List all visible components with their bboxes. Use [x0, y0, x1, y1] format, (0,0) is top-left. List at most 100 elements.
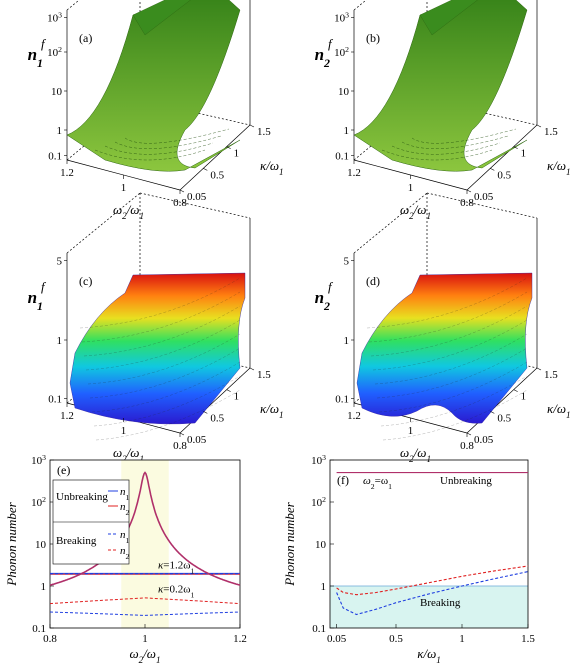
z-tick-label: 1: [344, 125, 350, 137]
y-tick-label: 0.1: [312, 623, 326, 635]
y-tick-label: 1: [321, 581, 327, 593]
x-axis-label: ω2/ω1: [400, 445, 431, 464]
z-axis-label-sup: f: [41, 279, 47, 294]
panel-label: (c): [79, 274, 92, 288]
x-tick-label: 0.8: [43, 633, 57, 645]
y-tick-label: 0.5: [210, 412, 224, 424]
series-line-n1_breaking: [336, 571, 529, 616]
x-axis-label: ω2/ω1: [113, 445, 144, 464]
unbreaking-label: Unbreaking: [440, 475, 492, 487]
y-tick-mark: [536, 367, 542, 371]
z-tick-label: 103: [334, 10, 349, 25]
y-tick-label: 0.05: [474, 191, 494, 203]
x-tick-label: 0.8: [173, 197, 187, 209]
y-tick-label: 0.1: [32, 623, 46, 635]
y-axis-label: Phonon number: [4, 501, 19, 586]
z-tick-label: 103: [47, 10, 62, 25]
surface-mesh: [356, 272, 533, 424]
y-tick-mark: [179, 189, 185, 193]
x-tick-label: 0.8: [460, 440, 474, 452]
surface-mesh: [66, 0, 241, 172]
z-tick-label: 0.1: [48, 151, 62, 163]
z-tick-label: 10: [51, 86, 63, 98]
surface-contour: [79, 277, 241, 329]
x-tick-label: 0.5: [389, 633, 403, 645]
z-axis-label-sup: f: [328, 36, 334, 51]
axis-frame-line: [353, 192, 428, 254]
legend-group-breaking: Breaking: [56, 535, 97, 547]
series-line-n2_breaking: [336, 565, 529, 596]
surface-contour: [124, 128, 230, 144]
surface-panel-1: 1031021010.1n2f1.210.8ω2/ω10.050.511.5κ/…: [315, 0, 571, 221]
series-line: [49, 597, 241, 605]
z-axis-label-sup: f: [328, 279, 334, 294]
surface-mesh: [69, 272, 246, 425]
breaking-label: Breaking: [420, 597, 461, 609]
surface-mesh: [353, 0, 528, 172]
z-tick-label: 102: [334, 45, 349, 60]
panel-label: (d): [366, 274, 380, 288]
y-tick-label: 1: [41, 581, 47, 593]
y-axis-label: κ/ω1: [260, 401, 284, 420]
x-tick-label: 1: [408, 182, 414, 194]
panel-label: (f): [337, 473, 349, 487]
z-tick-label: 0.1: [335, 151, 349, 163]
breaking-region: [330, 586, 528, 628]
z-tick-label: 0.1: [48, 394, 62, 406]
z-tick-label: 1: [57, 335, 63, 347]
y-tick-mark: [466, 432, 472, 436]
y-tick-mark: [513, 389, 518, 392]
z-tick-label: 1: [57, 125, 63, 137]
x-tick-label: 1.2: [60, 167, 74, 179]
y-tick-mark: [536, 124, 542, 128]
surface-contour: [114, 135, 222, 149]
axis-frame-line: [426, 192, 538, 219]
surface-contour: [368, 291, 528, 343]
y-tick-label: 0.05: [474, 434, 494, 446]
z-axis-label: n2: [315, 45, 330, 70]
y-tick-label: 0.5: [497, 169, 511, 181]
x-tick-label: 1: [408, 425, 414, 437]
surface-contour: [374, 333, 528, 385]
x-tick-label: 1.5: [521, 633, 535, 645]
x-tick-label: 1: [121, 425, 127, 437]
x-axis-label: κ/ω1: [417, 646, 441, 663]
y-tick-label: 1.5: [544, 369, 558, 381]
panel-label: (b): [366, 31, 380, 45]
y-tick-label: 1.5: [544, 126, 558, 138]
z-axis-label: n1: [28, 45, 43, 70]
legend-group-unbreaking: Unbreaking: [56, 491, 108, 503]
x-axis-label: ω2/ω1: [129, 646, 160, 663]
z-tick-label: 5: [57, 256, 63, 268]
y-tick-mark: [226, 389, 231, 392]
y-tick-mark: [490, 411, 495, 414]
surface-panel-0: 1031021010.1n1f1.210.8ω2/ω10.050.511.5κ/…: [28, 0, 284, 221]
y-tick-label: 1: [234, 391, 240, 403]
y-tick-label: 0.05: [187, 191, 207, 203]
surface-contour: [87, 333, 241, 385]
y-tick-label: 0.5: [497, 412, 511, 424]
y-axis-label: κ/ω1: [260, 158, 284, 177]
surface-contour: [89, 347, 241, 399]
z-tick-label: 10: [338, 86, 350, 98]
y-tick-label: 102: [31, 495, 46, 510]
x-tick-label: 1.2: [60, 410, 74, 422]
y-tick-label: 0.5: [210, 169, 224, 181]
series-line: [49, 471, 241, 586]
x-tick-label: 1: [121, 182, 127, 194]
surface-contour: [104, 142, 214, 155]
y-tick-label: 0.05: [187, 434, 207, 446]
y-axis-label: κ/ω1: [547, 401, 571, 420]
panel-label: (a): [79, 31, 92, 45]
y-tick-label: 103: [311, 453, 326, 468]
x-axis-label: ω2/ω1: [400, 202, 431, 221]
z-axis-label-sup: f: [41, 36, 47, 51]
panel-label: (e): [57, 463, 70, 477]
surface-contour: [83, 305, 241, 357]
y-tick-label: 1.5: [257, 126, 271, 138]
surface-contour: [95, 389, 241, 441]
